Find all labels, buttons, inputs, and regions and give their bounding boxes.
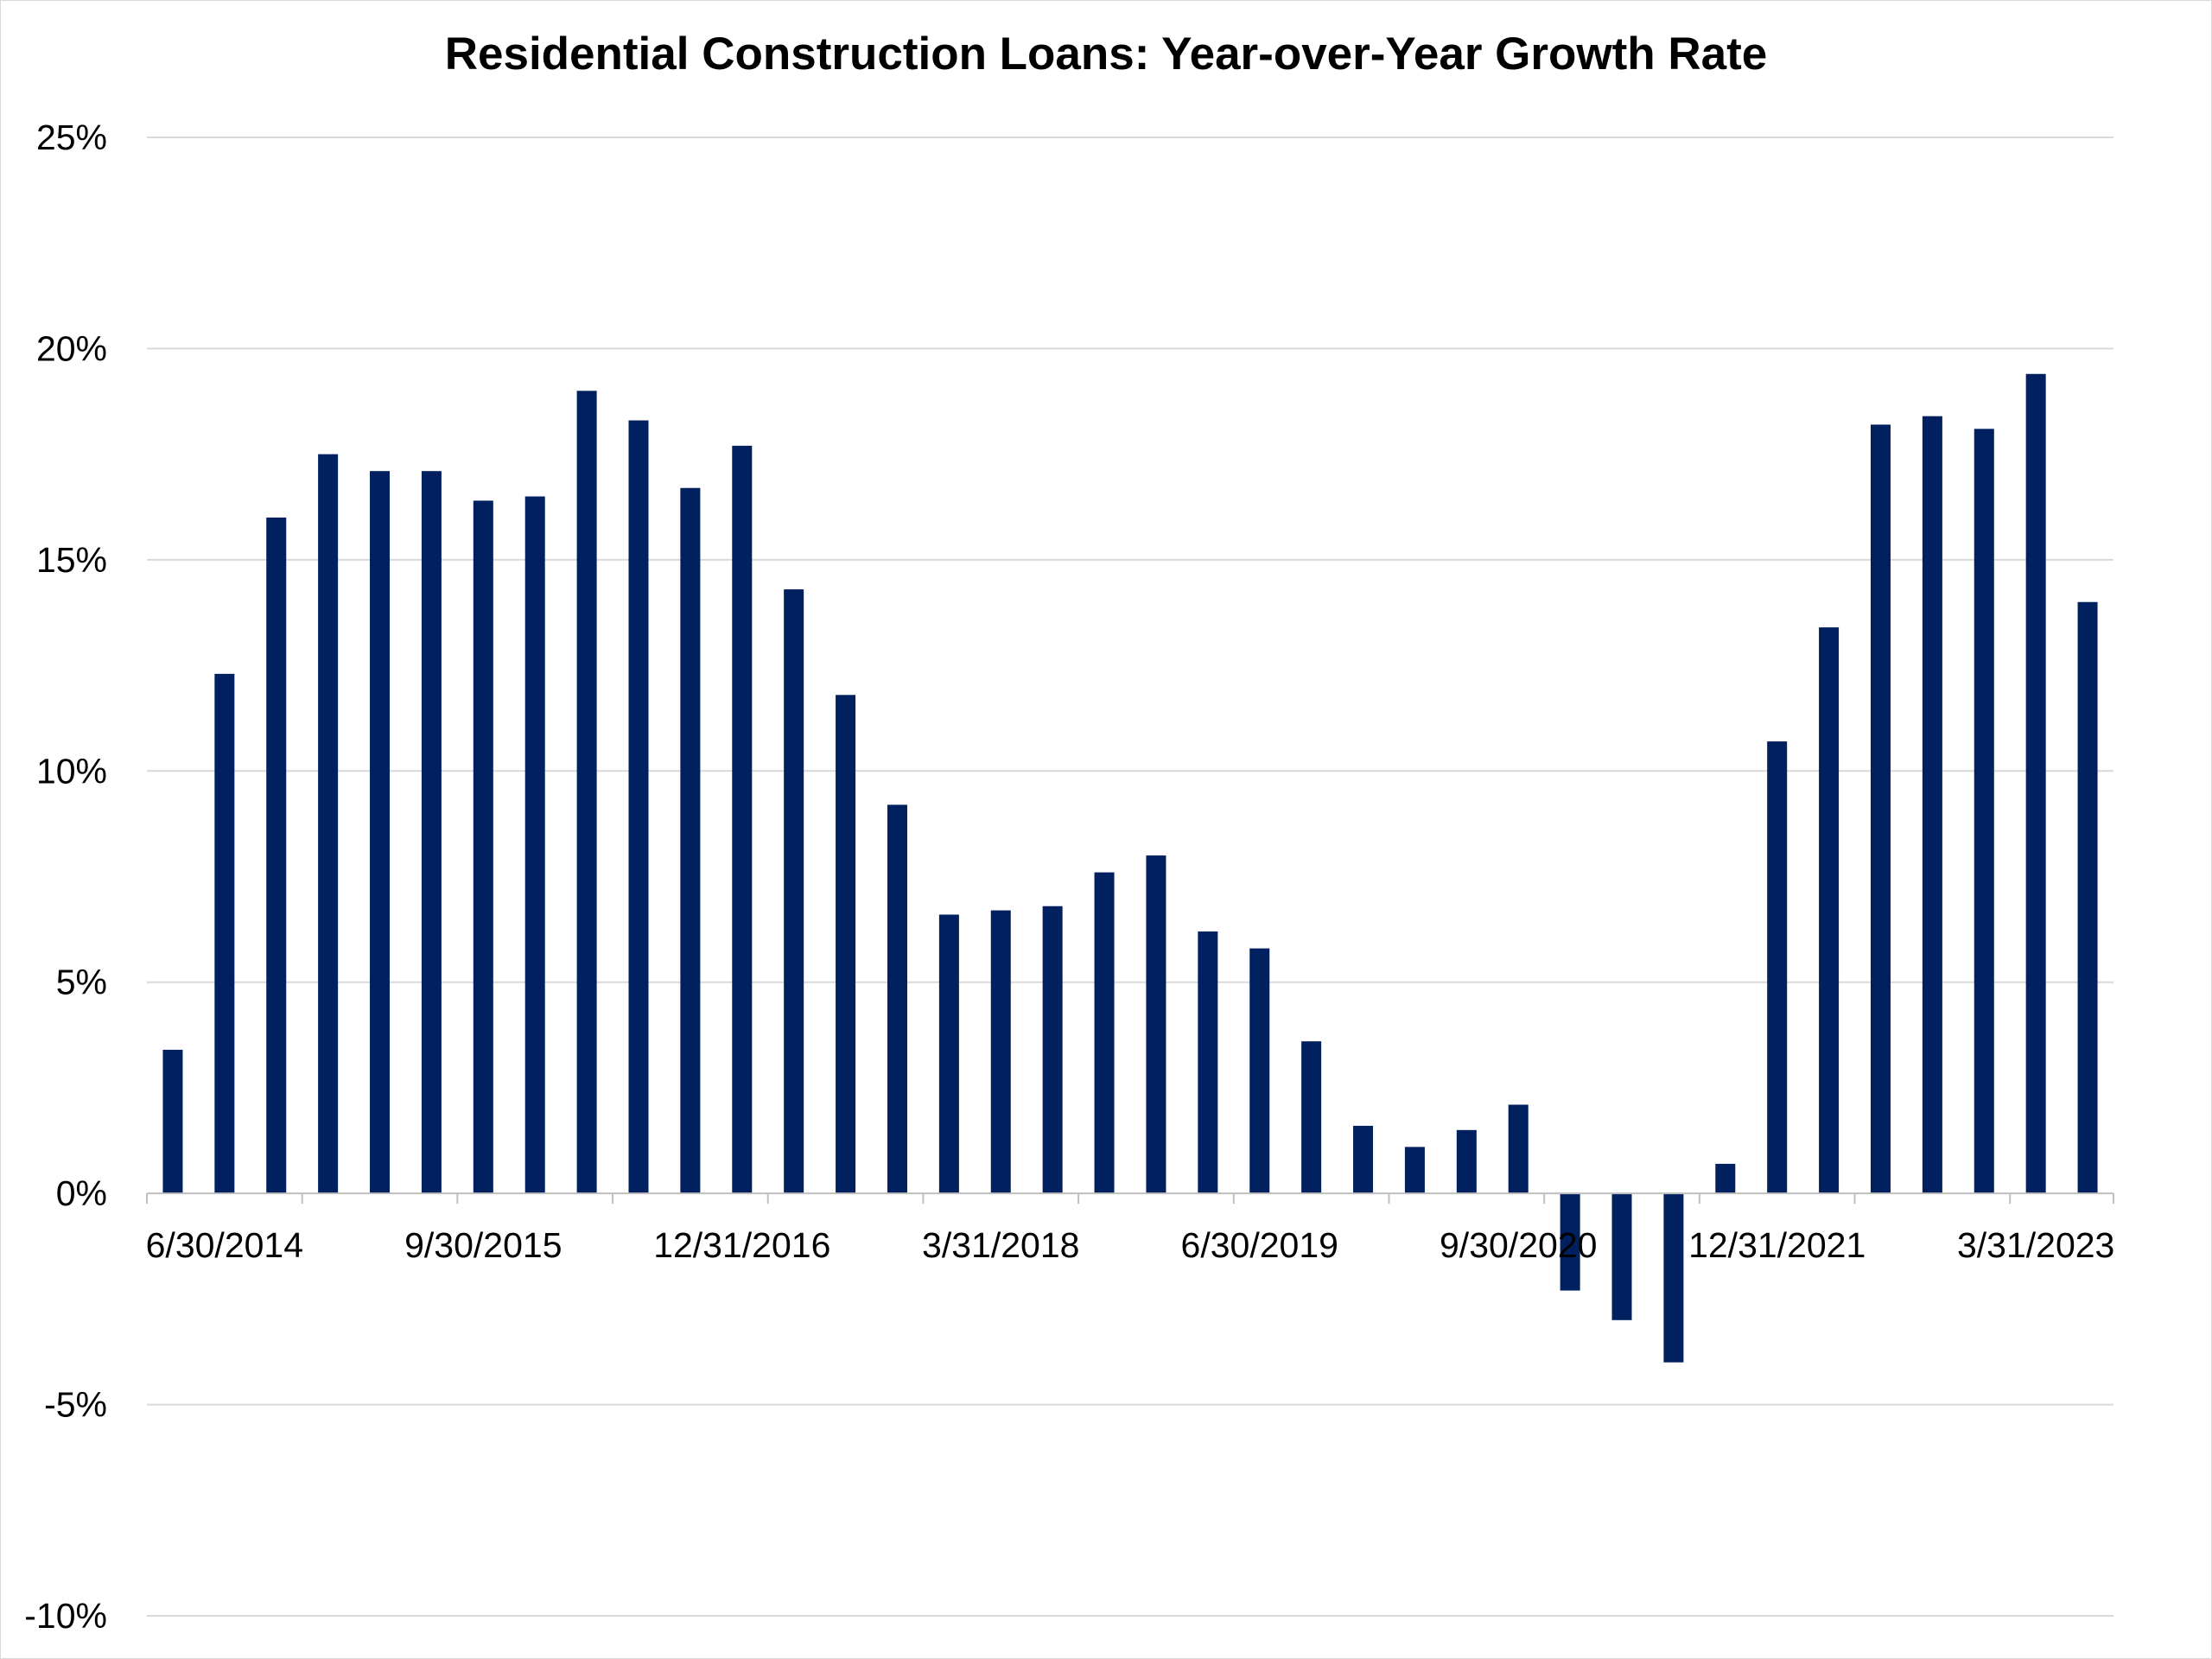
bar [266,517,287,1194]
bar [214,673,235,1194]
bar [1663,1193,1684,1363]
y-tick-label: 0% [56,1173,107,1213]
bars [162,373,2098,1363]
x-tick-label: 3/31/2018 [922,1225,1079,1265]
x-axis [146,1192,2114,1205]
bar [1611,1193,1632,1320]
y-tick-label: 5% [56,963,107,1002]
gridlines [147,137,2113,1617]
bar [1094,872,1115,1194]
bar [1198,931,1218,1194]
bar [784,589,804,1194]
y-tick-label: 20% [36,328,107,368]
bar [1353,1125,1374,1194]
bar [887,804,907,1194]
bar [2025,373,2046,1194]
y-tick-label: 25% [36,118,107,157]
bar [680,487,701,1194]
x-tick-label: 9/30/2020 [1440,1225,1597,1265]
bar [1560,1193,1580,1291]
x-tick-label: 9/30/2015 [404,1225,562,1265]
bar [628,420,649,1194]
x-tick-label: 3/31/2023 [1957,1225,2114,1265]
bar [318,454,339,1194]
bar [576,391,597,1194]
y-tick-label: 10% [36,751,107,791]
bar [1456,1129,1477,1194]
bar [1715,1163,1736,1194]
bar [990,910,1011,1194]
y-tick-label: -5% [44,1385,107,1425]
bar [1249,948,1270,1194]
bar [1767,741,1788,1194]
x-tick-label: 12/31/2021 [1688,1225,1866,1265]
bar [732,445,753,1194]
bar [473,500,493,1194]
bar [1508,1104,1529,1194]
bar [1042,906,1063,1194]
bar [1922,416,1942,1194]
x-tick-label: 6/30/2014 [146,1225,303,1265]
bar [1404,1147,1425,1194]
x-tick-label: 6/30/2019 [1181,1225,1338,1265]
bar [2077,601,2098,1194]
chart-title: Residential Construction Loans: Year-ove… [444,29,1768,79]
bar [938,914,959,1194]
bar [421,471,442,1194]
bar [1146,855,1166,1194]
y-tick-label: -10% [24,1596,107,1636]
y-axis-tick-labels: 25% 20% 15% 10% 5% 0% -5% -10% [24,118,107,1636]
bar [1301,1041,1322,1194]
bar [162,1049,183,1194]
bar [1974,429,1994,1194]
x-axis-tick-labels: 6/30/2014 9/30/2015 12/31/2016 3/31/2018 6/3… [146,1225,2115,1265]
y-tick-label: 15% [36,540,107,580]
bar [1870,424,1891,1194]
bar [836,695,856,1194]
x-tick-label: 12/31/2016 [653,1225,830,1265]
bar [1819,627,1840,1194]
bar [370,471,391,1194]
bar [524,496,545,1194]
